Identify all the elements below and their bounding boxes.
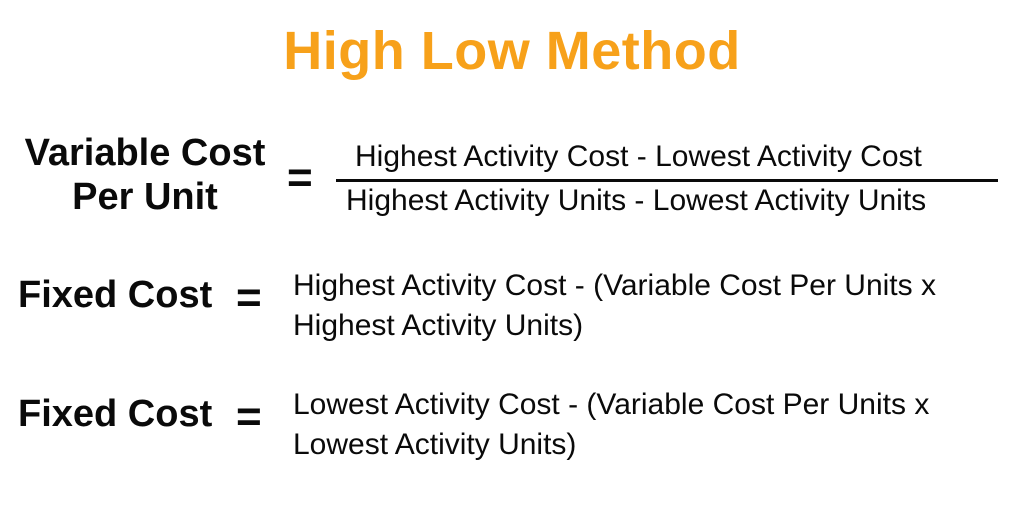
fraction-denominator: Highest Activity Units - Lowest Activity… — [346, 184, 927, 217]
fixed-cost-label-high: Fixed Cost — [18, 274, 213, 316]
expression-line2: Highest Activity Units) — [293, 308, 584, 342]
fixed-cost-low-expression: Lowest Activity Cost - (Variable Cost Pe… — [293, 385, 929, 464]
variable-cost-label-line1: Variable Cost — [24, 132, 266, 174]
fraction-bar — [336, 179, 998, 182]
expression-line1: Highest Activity Cost - (Variable Cost P… — [293, 269, 936, 302]
expression-line1: Lowest Activity Cost - (Variable Cost Pe… — [293, 388, 930, 421]
variable-cost-label-line2: Per Unit — [72, 175, 218, 218]
fixed-cost-label-low: Fixed Cost — [18, 393, 213, 435]
equals-sign: = — [236, 392, 262, 441]
equals-sign: = — [287, 153, 313, 202]
expression-line2: Lowest Activity Units) — [293, 427, 577, 461]
variable-cost-label: Variable Cost Per Unit — [14, 132, 276, 219]
fraction-numerator: Highest Activity Cost - Lowest Activity … — [355, 140, 922, 173]
equals-sign: = — [236, 273, 262, 322]
fixed-cost-high-expression: Highest Activity Cost - (Variable Cost P… — [293, 266, 936, 345]
page-title: High Low Method — [283, 21, 741, 81]
